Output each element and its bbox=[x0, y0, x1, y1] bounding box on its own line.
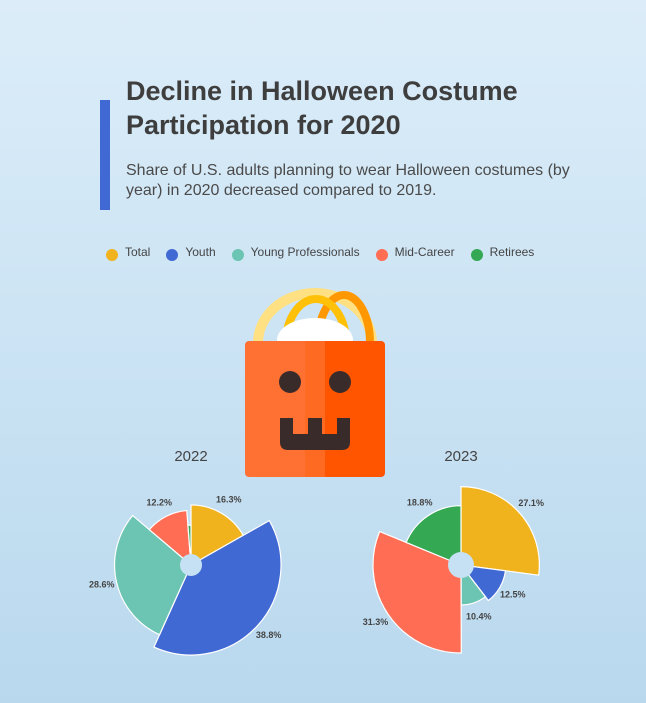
label-2022-young-professionals: 28.6% bbox=[89, 579, 115, 589]
halloween-pumpkin-bag-icon bbox=[245, 288, 385, 477]
rose-chart-2022: 16.3% 38.8% 28.6% 12.2% bbox=[89, 494, 282, 656]
slice-2023-youth[interactable] bbox=[459, 564, 507, 602]
label-2023-retirees: 18.8% bbox=[407, 498, 433, 508]
chart-title-2022: 2022 bbox=[174, 448, 207, 465]
legend-swatch-mid-career bbox=[375, 249, 388, 261]
accent-bar bbox=[100, 100, 110, 210]
slice-2022-total[interactable] bbox=[190, 504, 245, 567]
label-2022-youth: 38.8% bbox=[256, 630, 282, 640]
center-hole-2023 bbox=[448, 552, 474, 578]
label-2023-youth: 12.5% bbox=[500, 589, 526, 599]
legend-item-youth[interactable]: Youth bbox=[166, 243, 216, 261]
legend-swatch-young-professionals bbox=[231, 249, 244, 261]
label-2023-young-professionals: 10.4% bbox=[466, 611, 492, 621]
legend-label-total: Total bbox=[125, 245, 151, 259]
slice-2023-retirees[interactable] bbox=[405, 505, 462, 566]
legend-swatch-retirees bbox=[470, 249, 483, 261]
label-2022-mid-career: 12.2% bbox=[147, 497, 173, 507]
legend-item-total[interactable]: Total bbox=[106, 243, 150, 261]
slice-2022-youth[interactable] bbox=[153, 519, 282, 656]
legend-item-retirees[interactable]: Retirees bbox=[470, 243, 535, 261]
slice-2022-young-professionals[interactable] bbox=[114, 514, 192, 636]
slice-2023-total[interactable] bbox=[460, 486, 540, 576]
legend-item-mid-career[interactable]: Mid-Career bbox=[375, 243, 455, 261]
legend-label-retirees: Retirees bbox=[489, 245, 535, 259]
label-2022-total: 16.3% bbox=[216, 494, 242, 504]
chart-title-2023: 2023 bbox=[444, 448, 477, 465]
legend-label-mid-career: Mid-Career bbox=[394, 245, 455, 259]
center-hole-2022 bbox=[180, 554, 202, 576]
page-title: Decline in Halloween Costume Participati… bbox=[126, 76, 518, 140]
legend-swatch-total bbox=[106, 249, 118, 261]
legend-label-youth: Youth bbox=[185, 245, 216, 259]
slice-2023-mid-career[interactable] bbox=[372, 530, 462, 654]
slice-2022-mid-career[interactable] bbox=[148, 509, 192, 567]
legend-label-young-professionals: Young Professionals bbox=[250, 245, 360, 259]
legend-swatch-youth bbox=[166, 249, 179, 261]
page-subtitle: Share of U.S. adults planning to wear Ha… bbox=[126, 162, 570, 199]
label-2023-total: 27.1% bbox=[518, 498, 544, 508]
legend-item-young-professionals[interactable]: Young Professionals bbox=[231, 243, 360, 261]
rose-chart-2023: 27.1% 12.5% 10.4% 31.3% 18.8% bbox=[363, 486, 544, 654]
label-2023-mid-career: 31.3% bbox=[363, 617, 389, 627]
legend: Total Youth Young Professionals Mid-Care… bbox=[106, 243, 550, 261]
